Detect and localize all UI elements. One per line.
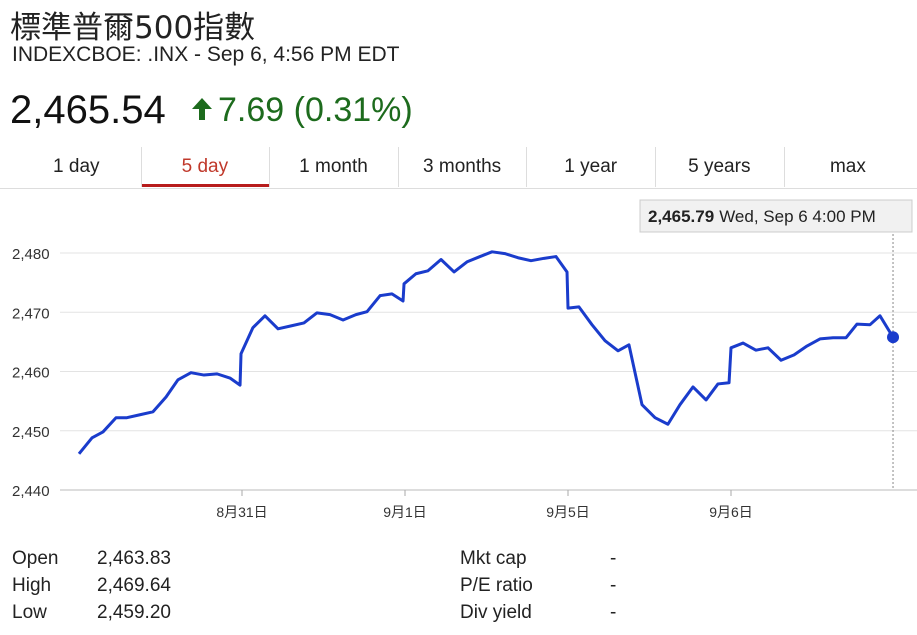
stat-value: 2,463.83	[97, 548, 171, 569]
tab-separator	[783, 147, 785, 187]
tooltip-value: 2,465.79	[648, 207, 714, 226]
stat-label: Low	[12, 602, 47, 623]
y-tick-label: 2,470	[12, 305, 50, 322]
x-tick-label: 9月5日	[546, 504, 590, 520]
title: 標準普爾500指數	[10, 10, 256, 46]
y-tick-label: 2,480	[12, 246, 50, 263]
tab-separator	[655, 147, 656, 187]
tooltip-box	[639, 199, 913, 233]
stat-label: P/E ratio	[460, 575, 533, 596]
stats: Open 2,463.83 Mkt cap - High 2,469.64 P/E rati…	[12, 548, 616, 623]
tab-separator	[140, 147, 142, 187]
tab-separator	[526, 147, 528, 187]
stat-value: -	[610, 575, 616, 596]
x-tick-label: 9月6日	[709, 504, 753, 520]
stat-value: -	[610, 602, 616, 623]
chart: 2,440 2,450 2,460 2,470 2,480 8月31日 9月1日 9月5日 9月…	[12, 199, 917, 520]
change-percent: (0.31%)	[293, 91, 413, 129]
stat-label: Open	[12, 548, 58, 569]
range-tab[interactable]: 5 years	[688, 156, 751, 177]
tooltip-text: Wed, Sep 6 4:00 PM	[719, 207, 876, 226]
subtitle: INDEXCBOE: .INX - Sep 6, 4:56 PM EDT	[12, 43, 400, 66]
stat-value: -	[610, 548, 616, 569]
y-tick-label: 2,460	[12, 365, 50, 382]
price: 2,465.54	[10, 88, 166, 132]
stat-label: Div yield	[460, 602, 532, 623]
range-tab[interactable]: 1 day	[53, 156, 100, 177]
stat-label: Mkt cap	[460, 548, 527, 569]
stat-value: 2,469.64	[97, 575, 171, 596]
x-tick-label: 8月31日	[216, 504, 267, 520]
range-tab[interactable]: 5 day	[140, 147, 270, 187]
range-tab[interactable]: 1 month	[299, 156, 368, 177]
last-point	[887, 331, 900, 344]
stat-value: 2,459.20	[97, 602, 171, 623]
change-value: 7.69	[218, 91, 285, 129]
y-tick-label: 2,440	[12, 483, 50, 500]
range-tab[interactable]: 1 year	[564, 156, 618, 177]
tab-separator	[397, 147, 399, 187]
y-tick-label: 2,450	[12, 424, 50, 441]
tab-separator	[269, 147, 271, 187]
up-arrow	[192, 98, 212, 120]
price-line	[77, 250, 895, 455]
range-tabs: 1 day 5 day 1 month 3 months 1 year 5 years ma…	[0, 147, 917, 189]
range-tab[interactable]: 3 months	[423, 156, 502, 177]
change: 7.69 (0.31%)	[218, 91, 413, 130]
range-tab[interactable]: max	[829, 156, 866, 177]
stat-label: High	[12, 575, 51, 596]
tooltip: 2,465.79 Wed, Sep 6 4:00 PM	[648, 207, 876, 226]
x-tick-label: 9月1日	[383, 504, 427, 520]
